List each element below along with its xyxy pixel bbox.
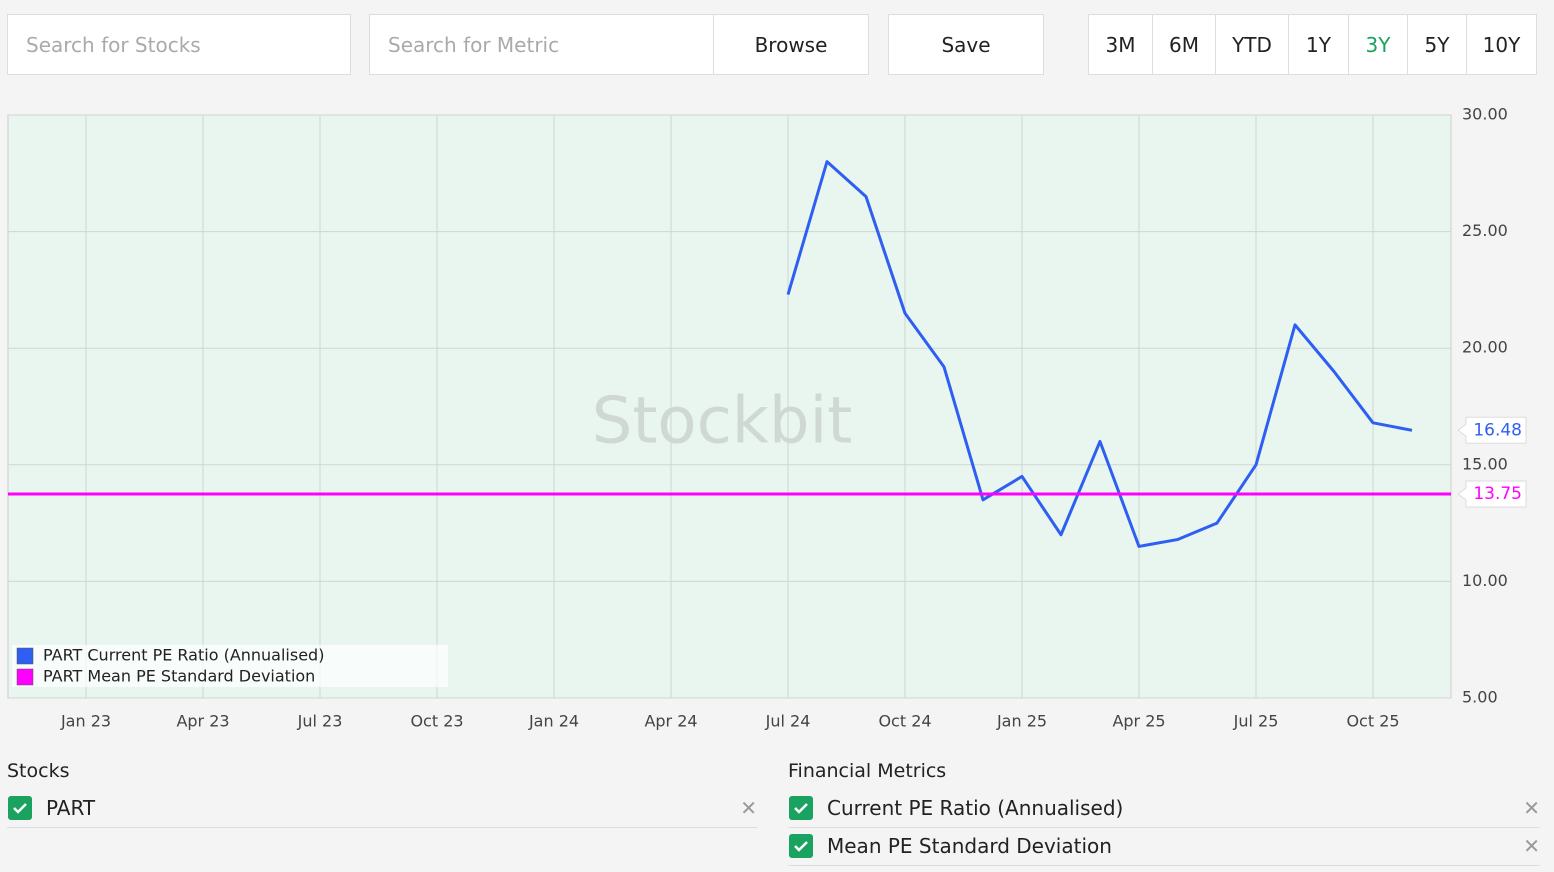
- checkbox[interactable]: [789, 834, 813, 858]
- remove-button[interactable]: ✕: [1523, 796, 1540, 820]
- x-tick-label: Jan 25: [996, 712, 1047, 731]
- metric-search[interactable]: Search for Metric: [369, 14, 714, 75]
- list-item-label: PART: [46, 796, 96, 820]
- metrics-title: Financial Metrics: [788, 760, 947, 782]
- list-row: PART ✕: [7, 789, 757, 828]
- list-row: Mean PE Standard Deviation ✕: [788, 827, 1540, 866]
- chart: Stockbit 5.00 10.00 15.00 20.00 25.00 30.00 Ja…: [7, 105, 1527, 731]
- check-icon: [13, 803, 27, 814]
- legend-swatch: [16, 668, 34, 686]
- list-item-label: Current PE Ratio (Annualised): [827, 796, 1124, 820]
- save-button[interactable]: Save: [888, 14, 1044, 75]
- x-tick-label: Jul 25: [1233, 712, 1279, 731]
- list-item-label: Mean PE Standard Deviation: [827, 834, 1112, 858]
- range-button[interactable]: 3Y: [1348, 14, 1407, 75]
- range-button[interactable]: 6M: [1152, 14, 1215, 75]
- x-tick-label: Jan 24: [528, 712, 579, 731]
- value-label: 13.75: [1473, 484, 1522, 504]
- x-tick-label: Oct 23: [410, 712, 463, 731]
- remove-button[interactable]: ✕: [740, 796, 757, 820]
- stocks-title: Stocks: [7, 760, 70, 782]
- x-tick-label: Apr 23: [176, 712, 229, 731]
- y-tick-label: 30.00: [1462, 105, 1508, 124]
- x-tick-label: Jul 23: [297, 712, 343, 731]
- y-tick-label: 5.00: [1462, 688, 1498, 707]
- range-button[interactable]: YTD: [1215, 14, 1288, 75]
- legend-box: [12, 645, 448, 687]
- check-icon: [794, 841, 808, 852]
- y-tick-label: 15.00: [1462, 454, 1508, 473]
- range-buttons: 3M 6M YTD 1Y 3Y 5Y 10Y: [1088, 14, 1537, 75]
- checkbox[interactable]: [789, 796, 813, 820]
- x-tick-label: Oct 24: [878, 712, 931, 731]
- legend-label: PART Current PE Ratio (Annualised): [43, 646, 324, 665]
- plot-area: [7, 114, 1452, 699]
- x-tick-label: Oct 25: [1346, 712, 1399, 731]
- legend-label: PART Mean PE Standard Deviation: [43, 667, 315, 686]
- checkbox[interactable]: [8, 796, 32, 820]
- check-icon: [794, 803, 808, 814]
- browse-button[interactable]: Browse: [713, 14, 869, 75]
- x-tick-label: Apr 24: [644, 712, 697, 731]
- legend-swatch: [16, 647, 34, 665]
- stock-search[interactable]: Search for Stocks: [7, 14, 351, 75]
- range-button[interactable]: 1Y: [1288, 14, 1348, 75]
- y-tick-label: 25.00: [1462, 221, 1508, 240]
- range-button[interactable]: 10Y: [1466, 14, 1537, 75]
- x-tick-label: Jan 23: [60, 712, 111, 731]
- range-button[interactable]: 3M: [1088, 14, 1152, 75]
- y-tick-label: 20.00: [1462, 338, 1508, 357]
- line-series: [786, 160, 1413, 548]
- x-tick-label: Apr 25: [1112, 712, 1165, 731]
- value-label-box: [1457, 416, 1527, 444]
- value-label: 16.48: [1473, 420, 1522, 440]
- y-tick-label: 10.00: [1462, 571, 1508, 590]
- list-row: Current PE Ratio (Annualised) ✕: [788, 789, 1540, 828]
- value-label-box: [1457, 480, 1527, 508]
- x-tick-label: Jul 24: [765, 712, 811, 731]
- watermark: Stockbit: [592, 385, 853, 459]
- range-button[interactable]: 5Y: [1407, 14, 1466, 75]
- remove-button[interactable]: ✕: [1523, 834, 1540, 858]
